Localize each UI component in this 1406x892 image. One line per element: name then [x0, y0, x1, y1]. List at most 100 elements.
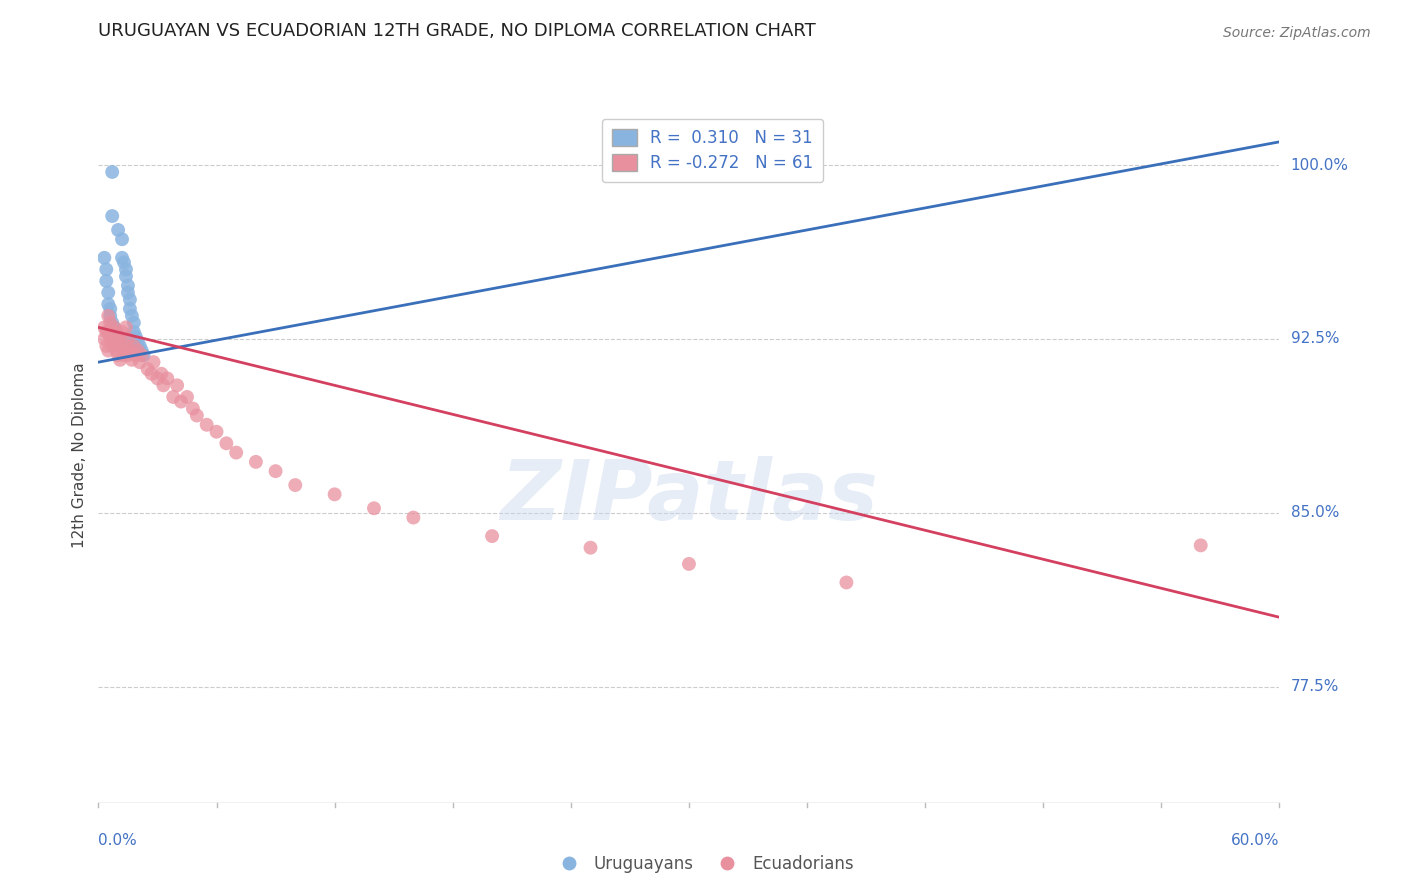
Point	[835, 575, 858, 590]
Point	[97, 285, 120, 300]
Point	[131, 348, 153, 362]
Point	[579, 541, 602, 555]
Point	[122, 325, 145, 339]
Point	[122, 316, 145, 330]
Point	[98, 309, 121, 323]
Point	[146, 371, 169, 385]
Point	[111, 251, 134, 265]
Point	[131, 343, 153, 358]
Point	[107, 223, 129, 237]
Text: 60.0%: 60.0%	[1232, 833, 1279, 848]
Point	[122, 339, 145, 353]
Point	[162, 390, 184, 404]
Text: 85.0%: 85.0%	[1291, 506, 1339, 520]
Point	[107, 332, 129, 346]
Point	[96, 274, 118, 288]
Point	[215, 436, 238, 450]
Point	[115, 320, 138, 334]
Point	[170, 394, 193, 409]
Point	[93, 332, 115, 346]
Point	[103, 320, 125, 334]
Point	[115, 262, 138, 277]
Point	[107, 348, 129, 362]
Point	[264, 464, 287, 478]
Point	[108, 339, 131, 353]
Point	[97, 343, 120, 358]
Point	[128, 355, 150, 369]
Point	[117, 278, 139, 293]
Point	[93, 251, 115, 265]
Text: ZIPatlas: ZIPatlas	[501, 456, 877, 537]
Point	[121, 352, 143, 367]
Point	[156, 371, 179, 385]
Point	[186, 409, 208, 423]
Point	[136, 362, 159, 376]
Text: 0.0%: 0.0%	[98, 833, 138, 848]
Point	[96, 262, 118, 277]
Point	[115, 339, 138, 353]
Point	[125, 329, 148, 343]
Point	[121, 309, 143, 323]
Point	[108, 352, 131, 367]
Point	[1189, 538, 1212, 552]
Point	[96, 325, 118, 339]
Point	[103, 320, 125, 334]
Point	[103, 334, 125, 349]
Point	[402, 510, 425, 524]
Y-axis label: 12th Grade, No Diploma: 12th Grade, No Diploma	[72, 362, 87, 548]
Point	[98, 316, 121, 330]
Legend: R =  0.310   N = 31, R = -0.272   N = 61: R = 0.310 N = 31, R = -0.272 N = 61	[602, 119, 824, 182]
Point	[284, 478, 307, 492]
Point	[105, 343, 128, 358]
Text: Source: ZipAtlas.com: Source: ZipAtlas.com	[1223, 26, 1371, 40]
Point	[127, 343, 149, 358]
Point	[101, 316, 124, 330]
Point	[97, 309, 120, 323]
Point	[105, 325, 128, 339]
Point	[97, 297, 120, 311]
Point	[111, 232, 134, 246]
Point	[101, 325, 124, 339]
Point	[97, 325, 120, 339]
Point	[112, 348, 135, 362]
Point	[105, 325, 128, 339]
Point	[111, 343, 134, 358]
Point	[118, 293, 141, 307]
Point	[101, 339, 124, 353]
Point	[117, 334, 139, 349]
Point	[678, 557, 700, 571]
Point	[98, 332, 121, 346]
Point	[141, 367, 163, 381]
Point	[127, 334, 149, 349]
Point	[132, 348, 155, 362]
Point	[125, 348, 148, 362]
Point	[96, 339, 118, 353]
Text: 92.5%: 92.5%	[1291, 332, 1339, 346]
Point	[117, 285, 139, 300]
Point	[112, 255, 135, 269]
Text: 100.0%: 100.0%	[1291, 158, 1348, 172]
Point	[117, 348, 139, 362]
Point	[111, 325, 134, 339]
Point	[245, 455, 267, 469]
Point	[142, 355, 165, 369]
Point	[323, 487, 346, 501]
Point	[98, 301, 121, 316]
Point	[225, 445, 247, 459]
Legend: Uruguayans, Ecuadorians: Uruguayans, Ecuadorians	[546, 848, 860, 880]
Point	[166, 378, 188, 392]
Point	[101, 165, 124, 179]
Point	[117, 332, 139, 346]
Point	[118, 301, 141, 316]
Point	[101, 209, 124, 223]
Point	[150, 367, 173, 381]
Point	[195, 417, 218, 432]
Point	[118, 343, 141, 358]
Point	[93, 320, 115, 334]
Point	[152, 378, 174, 392]
Text: URUGUAYAN VS ECUADORIAN 12TH GRADE, NO DIPLOMA CORRELATION CHART: URUGUAYAN VS ECUADORIAN 12TH GRADE, NO D…	[98, 22, 815, 40]
Point	[205, 425, 228, 439]
Text: 77.5%: 77.5%	[1291, 680, 1339, 694]
Point	[115, 269, 138, 284]
Point	[481, 529, 503, 543]
